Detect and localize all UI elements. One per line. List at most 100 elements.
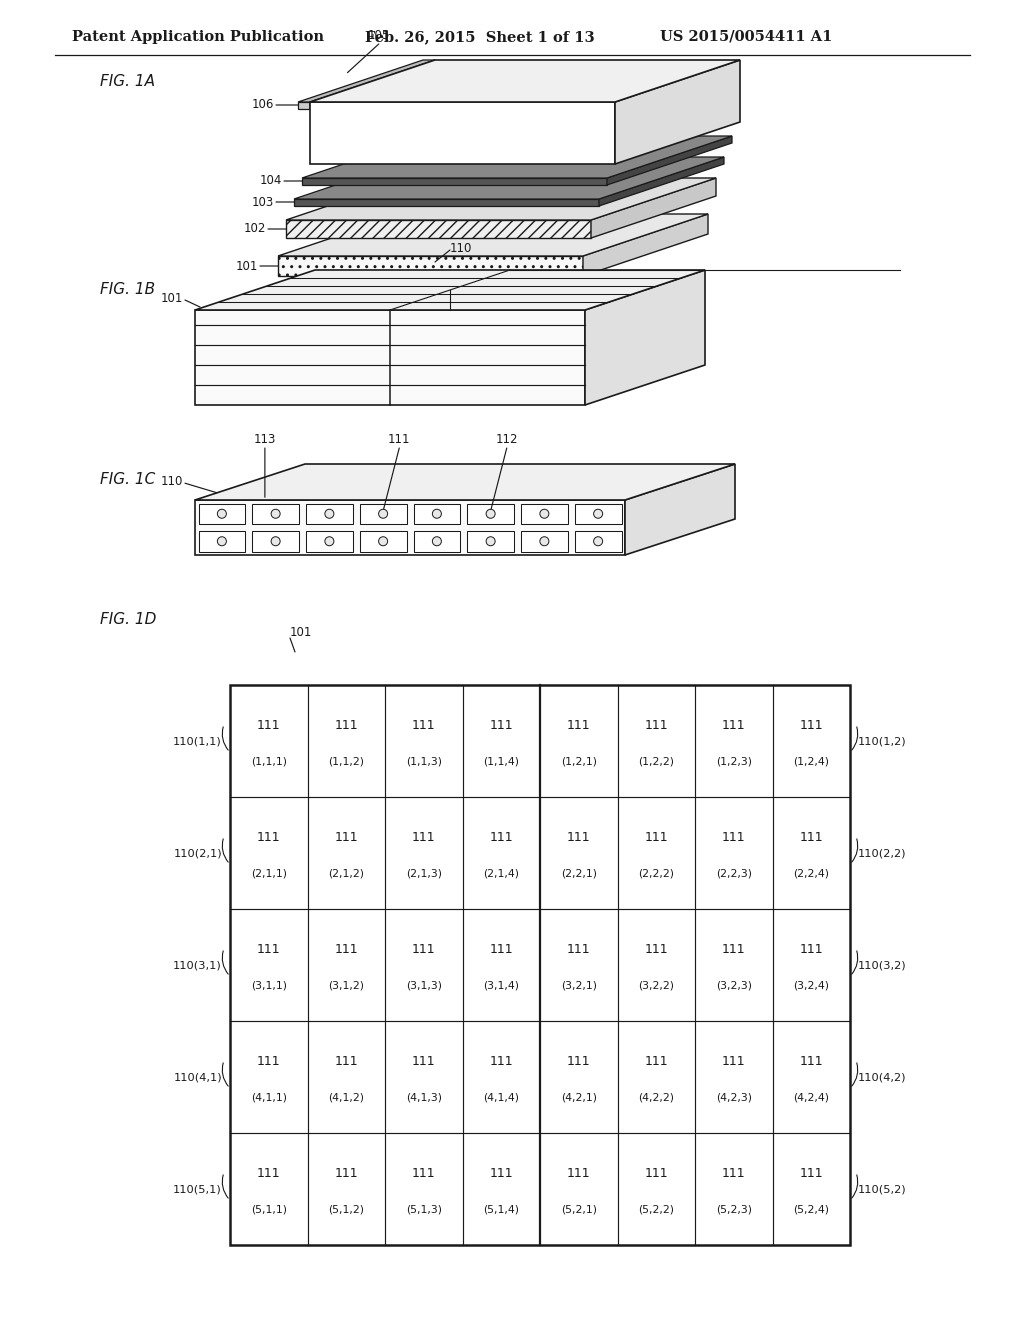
Bar [306,503,352,524]
Text: 111: 111 [722,1055,745,1068]
Text: 111: 111 [567,1055,591,1068]
Polygon shape [310,102,615,164]
Text: (2,2,3): (2,2,3) [716,869,752,878]
Text: 101: 101 [290,627,312,639]
Text: 111: 111 [335,719,358,731]
Circle shape [486,537,496,545]
Text: (3,2,4): (3,2,4) [794,981,829,990]
Text: (5,1,3): (5,1,3) [406,1204,441,1214]
Text: 101: 101 [161,292,183,305]
Text: (2,2,2): (2,2,2) [638,869,674,878]
Text: (3,2,1): (3,2,1) [561,981,597,990]
Circle shape [325,510,334,519]
Text: 111: 111 [489,942,513,956]
Text: 110(1,2): 110(1,2) [858,737,906,746]
Text: 111: 111 [644,719,668,731]
Polygon shape [294,199,599,206]
Text: 110: 110 [161,475,183,487]
Text: 111: 111 [722,1167,745,1180]
Text: 110(5,2): 110(5,2) [858,1184,906,1195]
Circle shape [271,537,281,545]
Polygon shape [310,59,435,110]
Text: 105: 105 [368,29,390,42]
Text: 110(5,1): 110(5,1) [173,1184,222,1195]
Text: (2,1,4): (2,1,4) [483,869,519,878]
Text: 112: 112 [496,433,518,446]
Text: 111: 111 [644,942,668,956]
Text: 101: 101 [236,260,258,272]
Text: 111: 111 [257,1055,281,1068]
Bar [414,503,460,524]
Bar [306,531,352,552]
Polygon shape [286,178,716,220]
Text: 110(1,1): 110(1,1) [173,737,222,746]
Bar [467,531,514,552]
Text: (3,2,2): (3,2,2) [638,981,674,990]
Polygon shape [195,500,625,554]
Text: 111: 111 [412,1167,435,1180]
Text: 111: 111 [489,1167,513,1180]
Polygon shape [298,102,310,110]
Polygon shape [302,136,732,178]
Text: 110(4,1): 110(4,1) [173,1072,222,1082]
Text: 111: 111 [257,719,281,731]
Text: FIG. 1B: FIG. 1B [100,282,155,297]
Circle shape [379,537,388,545]
Text: 110(3,1): 110(3,1) [173,960,222,970]
Text: (1,2,3): (1,2,3) [716,756,752,766]
Text: (2,1,1): (2,1,1) [251,869,287,878]
Text: (5,2,2): (5,2,2) [638,1204,674,1214]
Text: 111: 111 [722,719,745,731]
Text: 111: 111 [257,830,281,843]
Polygon shape [286,220,591,238]
Text: 111: 111 [489,830,513,843]
Polygon shape [583,214,708,276]
Text: 111: 111 [644,830,668,843]
Text: 111: 111 [335,1055,358,1068]
Text: FIG. 1D: FIG. 1D [100,612,157,627]
Bar [359,531,407,552]
Text: (3,2,3): (3,2,3) [716,981,752,990]
Text: 111: 111 [412,719,435,731]
Text: (4,2,1): (4,2,1) [561,1092,597,1102]
Text: 111: 111 [257,1167,281,1180]
Polygon shape [278,256,583,276]
Text: 111: 111 [489,719,513,731]
Circle shape [325,537,334,545]
Text: 111: 111 [412,830,435,843]
Circle shape [379,510,388,519]
Circle shape [432,537,441,545]
Circle shape [432,510,441,519]
Text: (5,2,3): (5,2,3) [716,1204,752,1214]
Text: 103: 103 [252,195,274,209]
Bar [467,503,514,524]
Circle shape [217,510,226,519]
Polygon shape [195,271,705,310]
Text: (3,1,4): (3,1,4) [483,981,519,990]
Circle shape [486,510,496,519]
Circle shape [540,510,549,519]
Bar [521,531,567,552]
Text: (2,2,4): (2,2,4) [794,869,829,878]
Text: (5,2,4): (5,2,4) [794,1204,829,1214]
Bar [521,503,567,524]
Polygon shape [310,59,740,102]
Polygon shape [195,465,735,500]
Polygon shape [195,310,585,405]
Text: (1,2,1): (1,2,1) [561,756,597,766]
Text: (4,2,4): (4,2,4) [794,1092,829,1102]
Text: 111: 111 [722,830,745,843]
Text: (2,2,1): (2,2,1) [561,869,597,878]
Text: 111: 111 [412,1055,435,1068]
Text: 111: 111 [722,942,745,956]
Bar [359,503,407,524]
Circle shape [594,537,603,545]
Text: (2,1,3): (2,1,3) [406,869,441,878]
Text: 111: 111 [388,433,411,446]
Polygon shape [615,59,740,164]
Text: 111: 111 [335,830,358,843]
Text: 110(2,2): 110(2,2) [858,847,906,858]
Bar [230,685,850,1245]
Text: 110(2,1): 110(2,1) [173,847,222,858]
Circle shape [271,510,281,519]
